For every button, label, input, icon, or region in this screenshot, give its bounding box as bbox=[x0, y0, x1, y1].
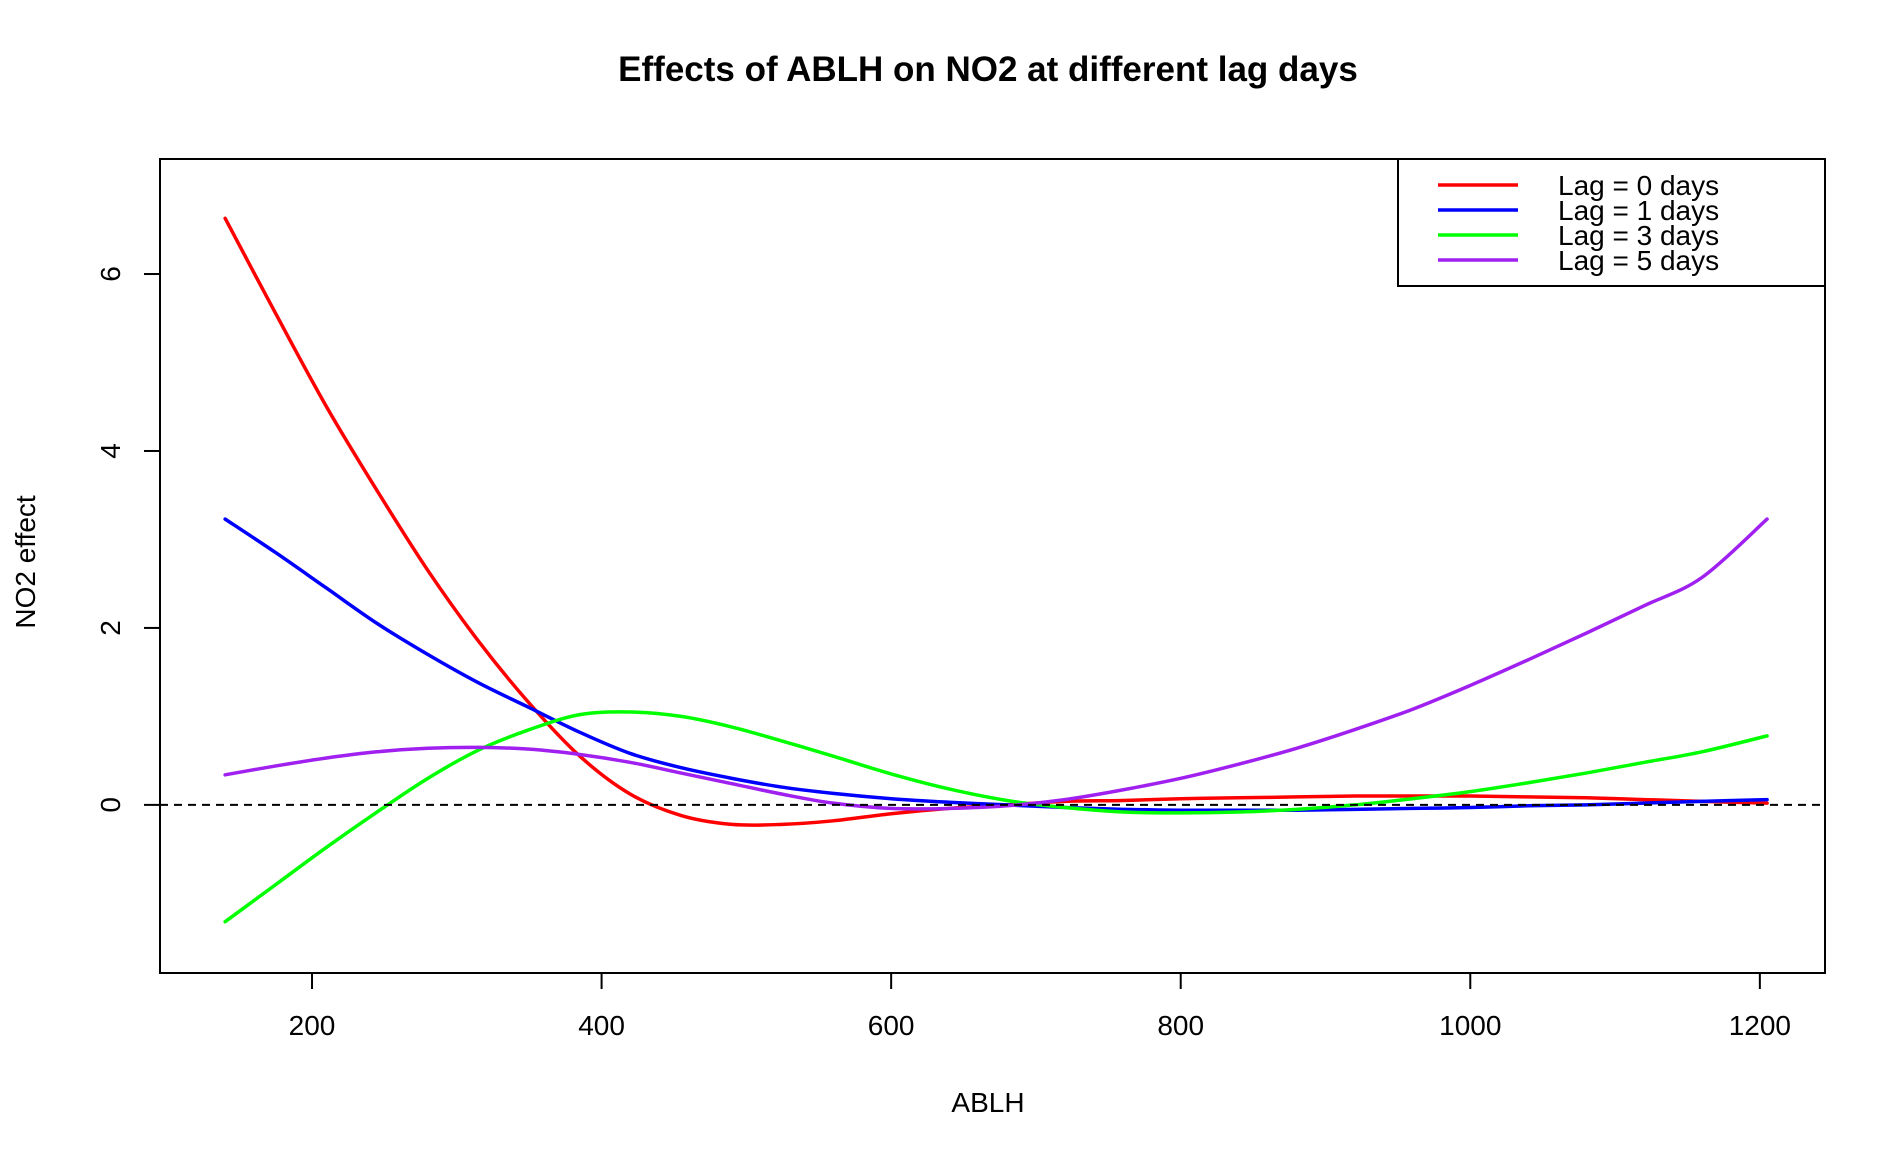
series-line-3 bbox=[223, 710, 1769, 924]
x-tick-label: 800 bbox=[1157, 1010, 1204, 1041]
y-tick-label: 0 bbox=[95, 797, 126, 813]
y-axis-label: NO2 effect bbox=[10, 495, 41, 629]
series-line-4 bbox=[223, 517, 1769, 811]
chart-title: Effects of ABLH on NO2 at different lag … bbox=[618, 50, 1358, 89]
legend-label-4: Lag = 5 days bbox=[1558, 245, 1719, 276]
x-tick-label: 200 bbox=[289, 1010, 336, 1041]
y-tick-label: 2 bbox=[95, 620, 126, 636]
y-tick-label: 6 bbox=[95, 266, 126, 282]
x-tick-label: 1000 bbox=[1439, 1010, 1501, 1041]
legend-label-3: Lag = 3 days bbox=[1558, 220, 1719, 251]
x-tick-label: 400 bbox=[578, 1010, 625, 1041]
legend-label-2: Lag = 1 days bbox=[1558, 195, 1719, 226]
series-line-2 bbox=[223, 517, 1769, 813]
x-tick-label: 600 bbox=[868, 1010, 915, 1041]
series-line-1 bbox=[223, 216, 1769, 827]
axes-layer: 200 400 600 800 1000 1200 0 2 4 6 bbox=[95, 266, 1791, 1041]
legend-box bbox=[1397, 158, 1826, 287]
x-tick-label: 1200 bbox=[1729, 1010, 1791, 1041]
series-layer bbox=[223, 216, 1769, 924]
legend-label-1: Lag = 0 days bbox=[1558, 170, 1719, 201]
y-tick-label: 4 bbox=[95, 443, 126, 459]
x-axis-label: ABLH bbox=[951, 1087, 1024, 1118]
